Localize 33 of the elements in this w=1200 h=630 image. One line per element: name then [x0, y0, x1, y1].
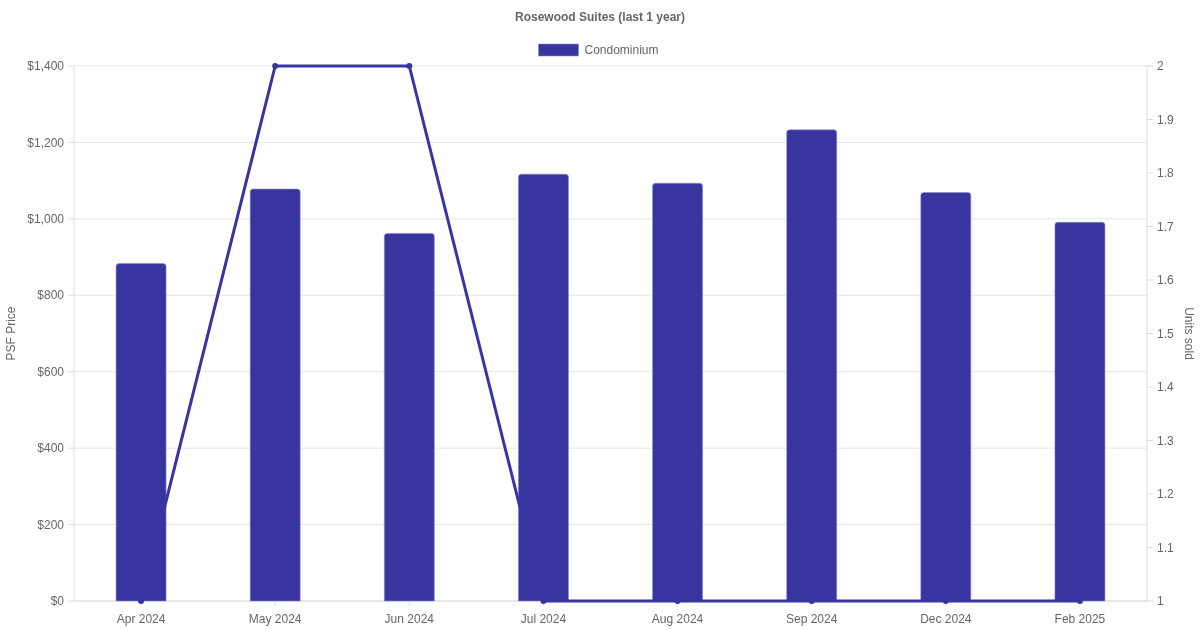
- bar: [249, 188, 301, 602]
- y2-tick-label: 1.5: [1157, 326, 1175, 341]
- y-tick-label: $1,000: [27, 212, 65, 227]
- y2-tick-label: 1.1: [1157, 540, 1175, 555]
- y-tick-label: $0: [50, 594, 65, 609]
- x-tick-label: Aug 2024: [651, 612, 704, 626]
- x-tick-label: Apr 2024: [116, 612, 166, 626]
- y2-tick-label: 1.9: [1157, 112, 1175, 127]
- bar: [384, 233, 435, 602]
- y2-tick-label: 2: [1157, 59, 1164, 74]
- y2-tick-label: 1.2: [1157, 487, 1175, 502]
- y2-axis-title: Units sold: [1182, 307, 1196, 360]
- x-tick-label: Sep 2024: [785, 612, 838, 626]
- y-tick-label: $800: [37, 288, 65, 303]
- x-tick-label: Jun 2024: [384, 612, 435, 626]
- y-tick-label: $1,200: [27, 135, 65, 150]
- y2-tick-label: 1.6: [1157, 273, 1175, 288]
- x-tick-label: Jul 2024: [520, 612, 567, 626]
- x-tick-label: May 2024: [248, 612, 302, 626]
- y-tick-label: $400: [37, 441, 65, 456]
- y2-tick-label: 1.4: [1157, 380, 1175, 395]
- x-tick-label: Dec 2024: [920, 612, 972, 626]
- y2-tick-label: 1: [1157, 594, 1164, 609]
- chart-title: Rosewood Suites (last 1 year): [514, 10, 686, 24]
- y-axis-title: PSF Price: [4, 306, 18, 361]
- y-tick-label: $600: [37, 364, 65, 379]
- y-tick-label: $200: [37, 517, 65, 532]
- x-tick-label: Feb 2025: [1054, 612, 1106, 626]
- y-tick-label: $1,400: [27, 59, 65, 74]
- y2-tick-label: 1.8: [1157, 166, 1175, 181]
- legend-label: Condominium: [584, 43, 659, 58]
- y2-tick-label: 1.7: [1157, 219, 1175, 234]
- y2-tick-label: 1.3: [1157, 433, 1175, 448]
